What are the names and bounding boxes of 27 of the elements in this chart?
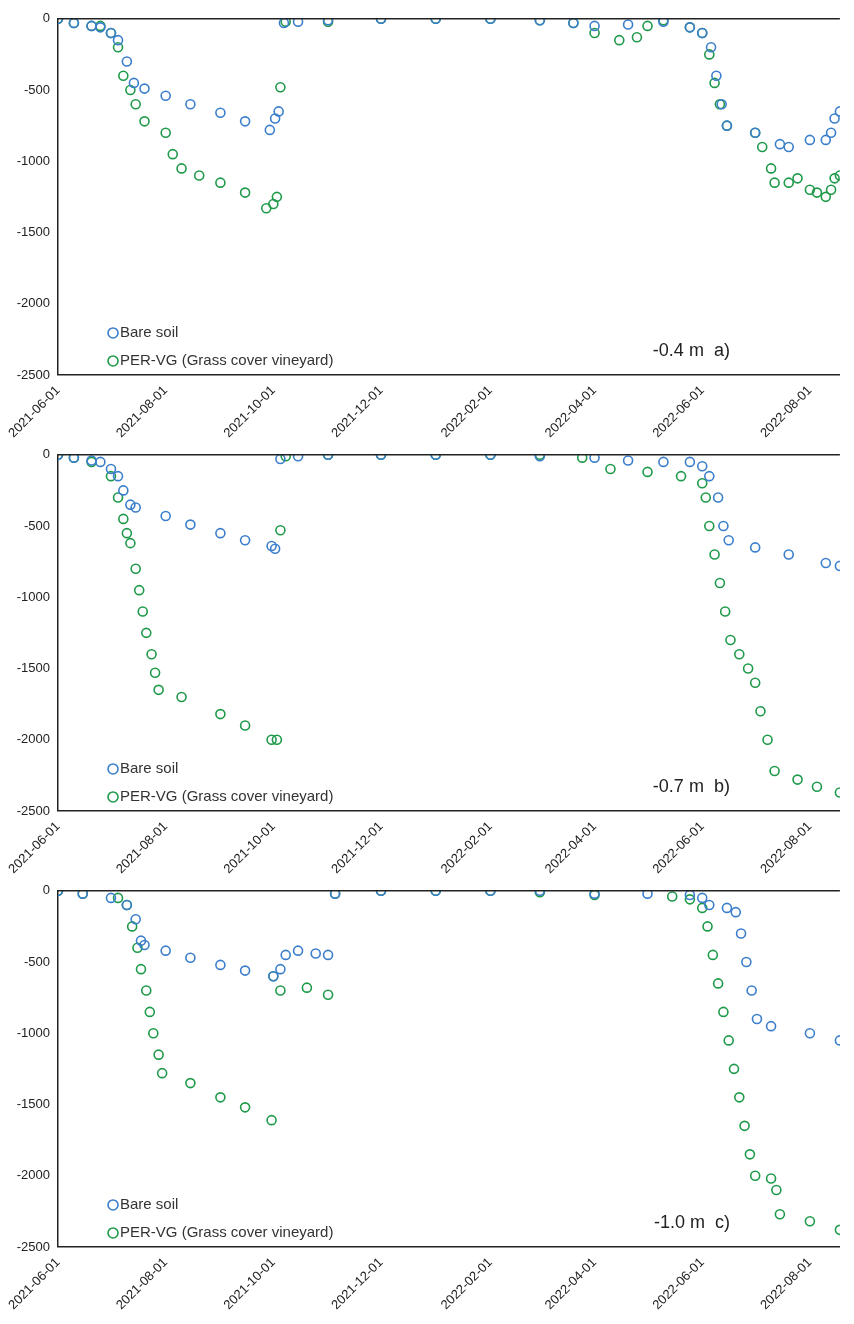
y-tick-label: 0 [42, 10, 51, 26]
y-tick-label: -2500 [16, 1238, 51, 1254]
y-tick-label: -1000 [16, 152, 51, 168]
y-tick-label: -2000 [16, 295, 51, 311]
annotation: -0.7 m b) [652, 775, 730, 796]
y-tick-label: -2000 [16, 731, 51, 747]
y-tick-label: -2500 [16, 802, 51, 818]
legend-label: PER-VG (Grass cover vineyard) [120, 351, 334, 369]
y-tick-label: -500 [23, 517, 51, 533]
legend-label: Bare soil [120, 1195, 179, 1213]
y-tick-label: 0 [42, 446, 51, 462]
y-tick-label: -1000 [16, 588, 51, 604]
legend-label: PER-VG (Grass cover vineyard) [120, 1223, 334, 1241]
legend-label: Bare soil [120, 759, 179, 777]
annotation: -1.0 m c) [653, 1211, 730, 1232]
y-tick-label: -1500 [16, 660, 51, 676]
annotation: -0.4 m a) [652, 339, 730, 360]
y-tick-label: -2500 [16, 366, 51, 382]
y-tick-label: 0 [42, 882, 51, 898]
y-tick-label: -1000 [16, 1024, 51, 1040]
legend-label: Bare soil [120, 323, 179, 341]
legend-label: PER-VG (Grass cover vineyard) [120, 787, 334, 805]
y-tick-label: -2000 [16, 1167, 51, 1183]
y-tick-label: -1500 [16, 224, 51, 240]
y-tick-label: -1500 [16, 1096, 51, 1112]
y-tick-label: -500 [23, 953, 51, 969]
y-tick-label: -500 [23, 81, 51, 97]
